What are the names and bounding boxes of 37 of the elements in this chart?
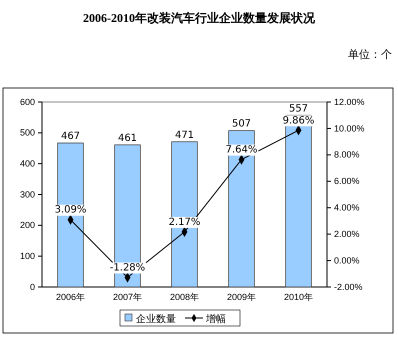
data-label: 557 <box>288 103 308 114</box>
text: 单位：个 <box>348 48 392 61</box>
y-tick-label: 100 <box>20 251 35 262</box>
legend-label: 企业数量 <box>136 313 176 325</box>
bar <box>57 142 84 288</box>
data-label: 3.09% <box>54 204 86 216</box>
data-label: 507 <box>232 118 252 130</box>
y-tick-label: 600 <box>20 96 35 107</box>
bar <box>285 114 312 288</box>
y-tick-label: 400 <box>20 158 35 169</box>
x-tick-label: 2007年 <box>112 292 142 302</box>
data-label: 461 <box>118 132 138 144</box>
data-label: 2.17% <box>168 216 200 228</box>
x-tick-label: 2008年 <box>170 292 200 302</box>
x-tick-label: 2009年 <box>226 292 256 302</box>
y2-tick-label: 12.00% <box>334 96 365 107</box>
y-tick-label: 500 <box>20 128 35 138</box>
data-label: 471 <box>174 130 194 141</box>
y2-tick-label: 8.00% <box>334 150 360 160</box>
legend-label: 增幅 <box>205 313 226 325</box>
y2-tick-label: 10.00% <box>334 123 365 134</box>
y-tick-label: 200 <box>20 220 35 230</box>
data-label: 9.86% <box>282 115 314 126</box>
y-tick-label: 300 <box>20 189 35 200</box>
y2-tick-label: 0.00% <box>334 255 360 266</box>
chart-title: 2006-2010年改装汽车行业企业数量发展状况 <box>83 11 316 25</box>
data-label: -1.28% <box>110 262 146 274</box>
data-label: 7.64% <box>226 144 258 156</box>
y2-tick-label: 2.00% <box>334 229 360 240</box>
x-tick-label: 2010年 <box>284 292 314 302</box>
y2-tick-label: -2.00% <box>334 282 363 292</box>
y2-tick-label: 4.00% <box>334 202 360 213</box>
bar <box>171 141 198 288</box>
y2-tick-label: 6.00% <box>334 176 360 186</box>
y-tick-label: 0 <box>30 282 35 292</box>
data-label: 467 <box>60 131 80 142</box>
x-tick-label: 2006年 <box>56 292 86 302</box>
